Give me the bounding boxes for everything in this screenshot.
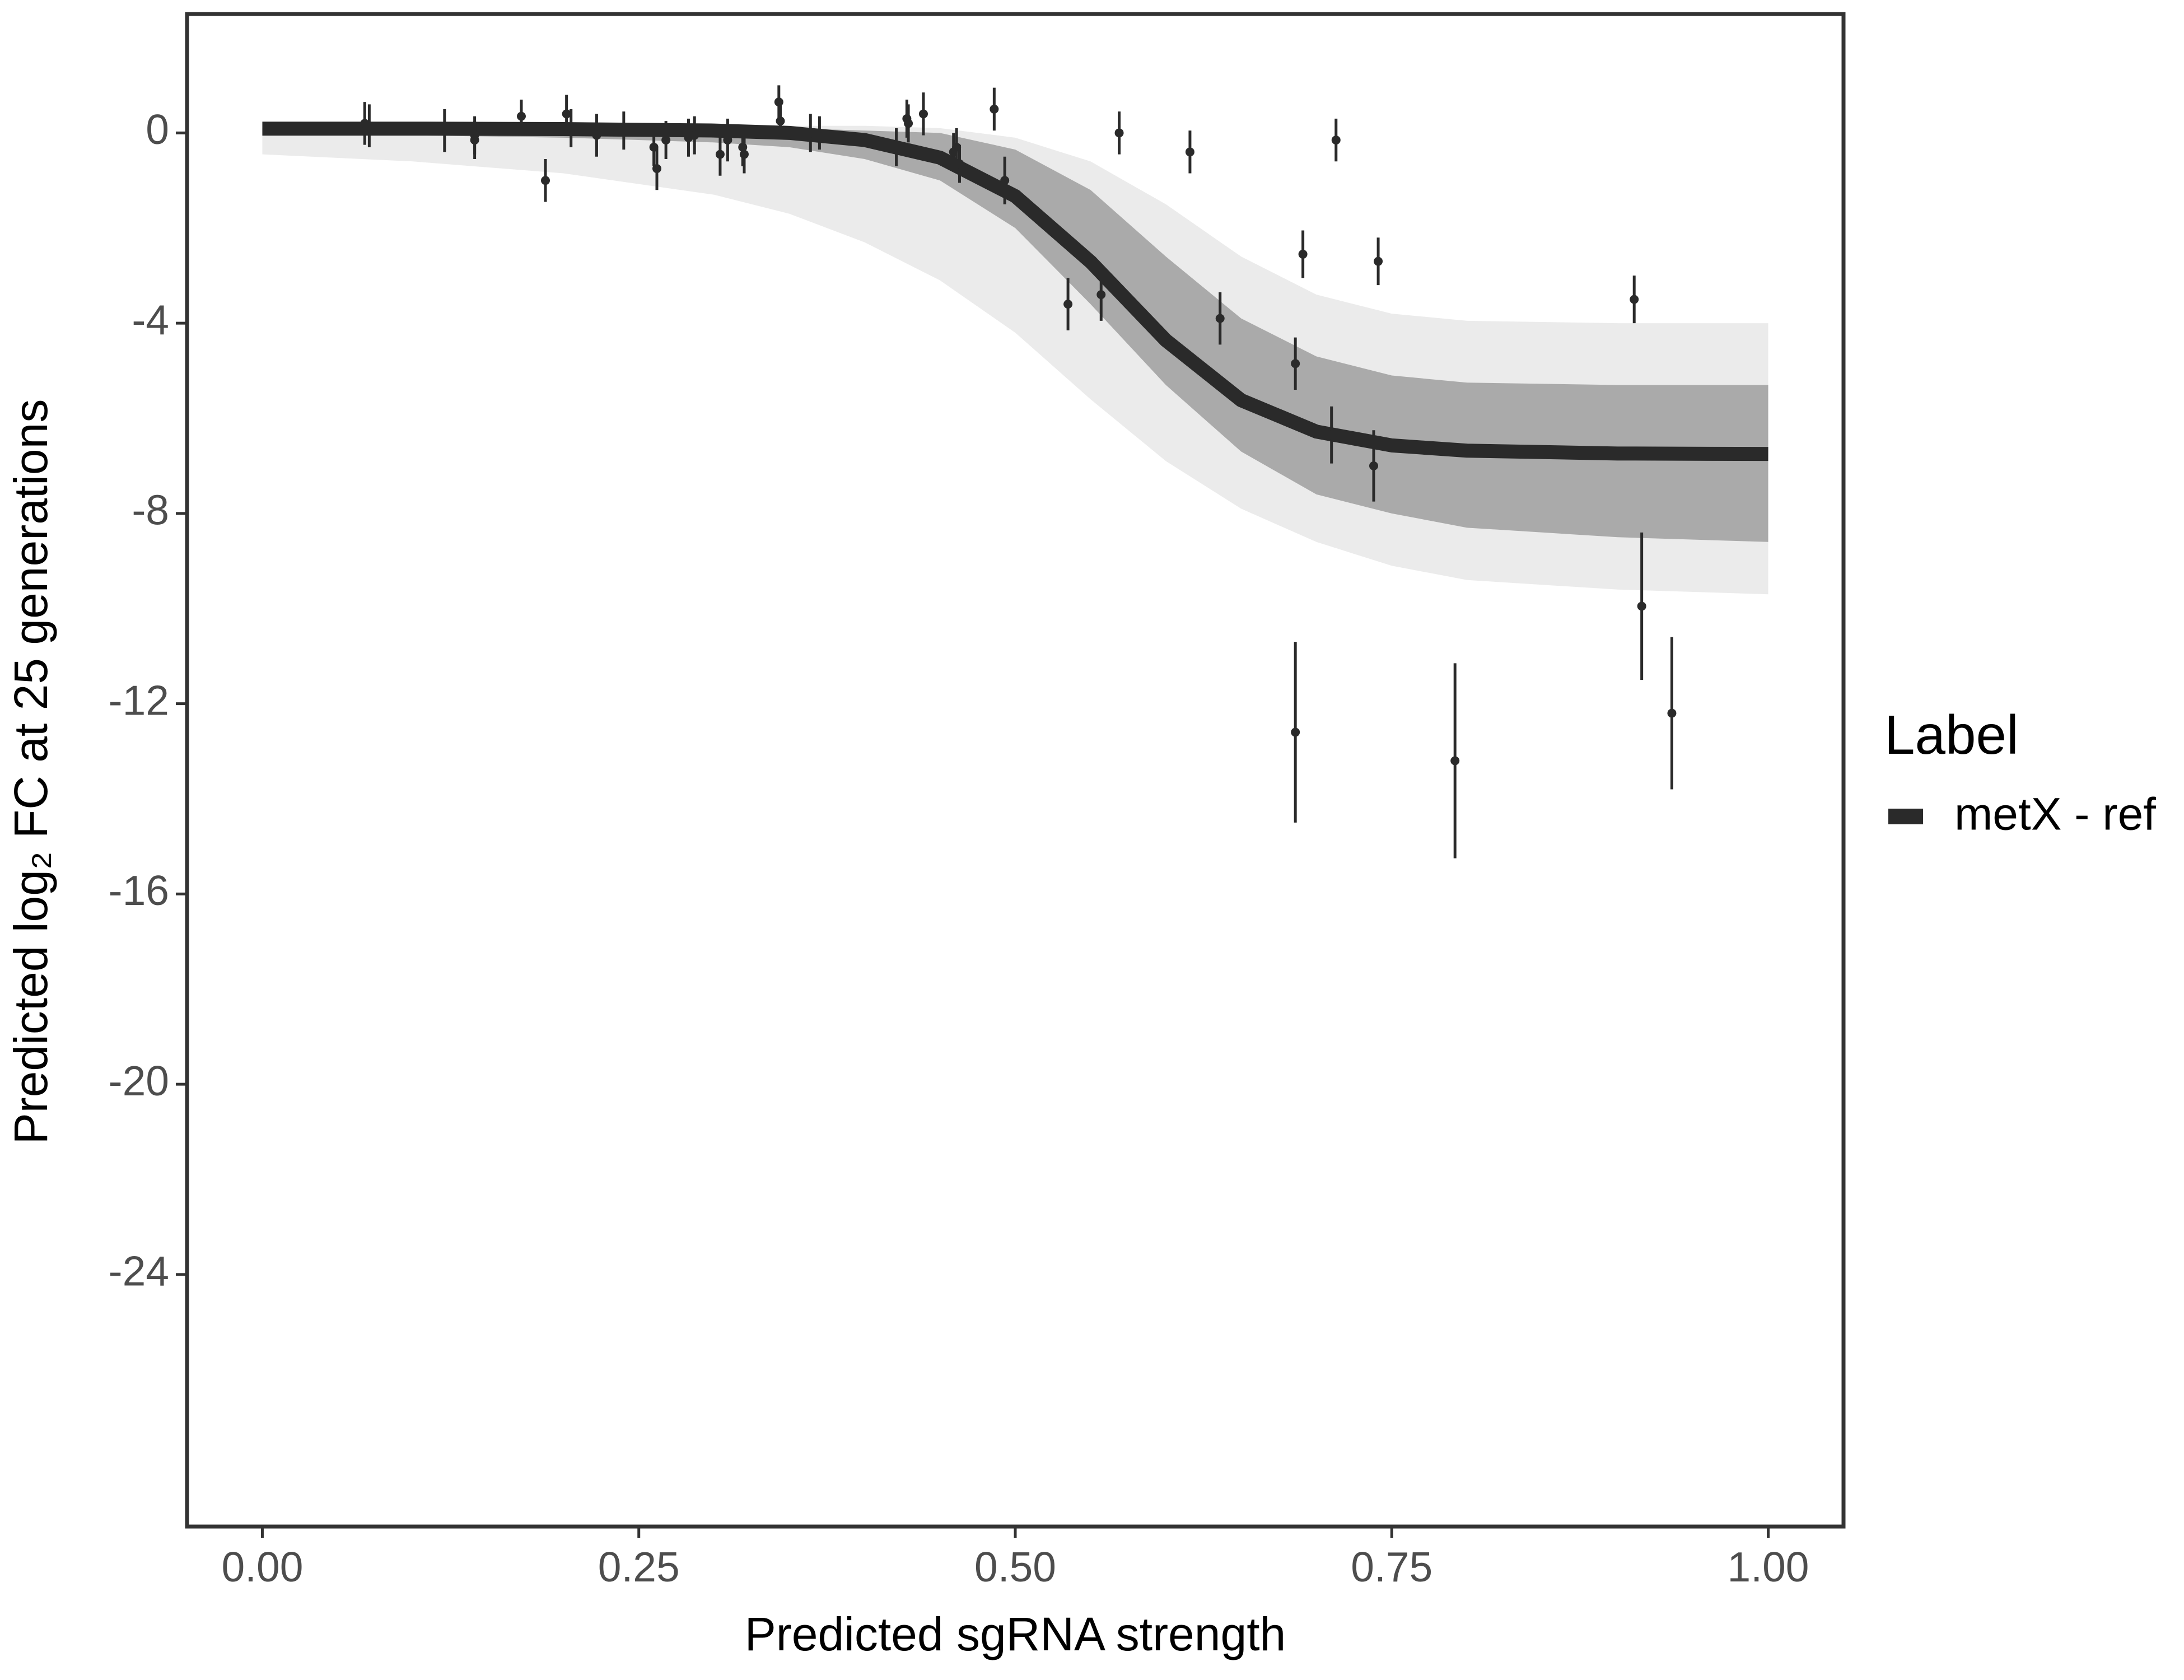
y-tick-label: -20 [109,1057,169,1104]
point [1374,256,1383,266]
point [1096,290,1106,300]
point [541,176,550,185]
point [1331,136,1341,145]
x-tick-label: 0.75 [1351,1543,1432,1590]
point [1369,461,1379,470]
point [562,109,571,119]
legend-key [1888,809,1923,824]
point [990,104,999,114]
point [365,121,374,130]
legend-label: metX - ref [1954,789,2156,840]
point [1450,756,1460,766]
point [1291,359,1300,368]
y-tick-label: -12 [109,676,169,724]
point [1298,249,1308,259]
y-tick-label: -8 [132,487,169,534]
x-tick-label: 0.50 [974,1543,1056,1590]
point [1185,147,1194,157]
point [774,97,783,107]
point [1063,300,1073,309]
point [1630,295,1639,304]
x-tick-label: 0.00 [221,1543,303,1590]
point [739,150,749,159]
point [918,109,928,119]
point [892,142,901,152]
y-tick-label: -16 [109,867,169,914]
x-tick-label: 0.25 [598,1543,680,1590]
point [904,119,913,128]
x-tick-label: 1.00 [1728,1543,1809,1590]
point [1000,176,1010,185]
point [619,126,628,136]
point [652,164,661,174]
y-tick-label: 0 [146,106,169,153]
y-tick-label: -24 [109,1248,169,1295]
point [715,150,725,159]
point [815,128,824,138]
point [1215,314,1225,323]
point [690,130,699,140]
x-axis-title: Predicted sgRNA strength [745,1608,1286,1660]
point [806,128,815,138]
point [1291,727,1300,737]
fit-line [262,122,1768,461]
point [566,123,576,133]
point [516,111,526,121]
y-axis-title: Predicted log₂ FC at 25 generations [4,399,57,1145]
point [470,136,479,145]
point [1114,128,1124,138]
point [1327,430,1336,440]
y-tick-label: -4 [132,296,169,343]
point [661,136,671,145]
point [955,159,964,169]
point [1667,708,1677,718]
legend-title: Label [1884,704,2019,766]
point [440,126,449,136]
point [1637,601,1646,611]
point [592,130,601,140]
point [723,136,732,145]
point [776,116,785,126]
